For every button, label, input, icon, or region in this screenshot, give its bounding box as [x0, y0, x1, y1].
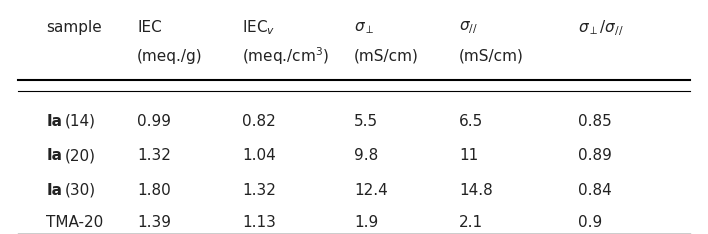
Text: 1.04: 1.04: [242, 148, 276, 163]
Text: 0.84: 0.84: [578, 183, 612, 198]
Text: 0.99: 0.99: [137, 113, 171, 128]
Text: (14): (14): [64, 113, 96, 128]
Text: $\sigma_\perp$/$\sigma_{//}$: $\sigma_\perp$/$\sigma_{//}$: [578, 18, 624, 38]
Text: 1.9: 1.9: [354, 215, 378, 230]
Text: Ia: Ia: [46, 183, 62, 198]
Text: $\sigma_\perp$: $\sigma_\perp$: [354, 20, 375, 36]
Text: 5.5: 5.5: [354, 113, 378, 128]
Text: IEC$_v$: IEC$_v$: [242, 19, 275, 37]
Text: $\sigma_{//}$: $\sigma_{//}$: [459, 19, 478, 37]
Text: 11: 11: [459, 148, 478, 163]
Text: 6.5: 6.5: [459, 113, 483, 128]
Text: 1.39: 1.39: [137, 215, 171, 230]
Text: 12.4: 12.4: [354, 183, 388, 198]
Text: (30): (30): [64, 183, 96, 198]
Text: Ia: Ia: [46, 148, 62, 163]
Text: 14.8: 14.8: [459, 183, 493, 198]
Text: (mS/cm): (mS/cm): [354, 49, 419, 64]
Text: 1.32: 1.32: [137, 148, 171, 163]
Text: 0.82: 0.82: [242, 113, 276, 128]
Text: (mS/cm): (mS/cm): [459, 49, 524, 64]
Text: (20): (20): [64, 148, 96, 163]
Text: 1.32: 1.32: [242, 183, 276, 198]
Text: Ia: Ia: [46, 113, 62, 128]
Text: IEC: IEC: [137, 20, 162, 36]
Text: (meq./g): (meq./g): [137, 49, 202, 64]
Text: 0.9: 0.9: [578, 215, 602, 230]
Text: 1.80: 1.80: [137, 183, 171, 198]
Text: 1.13: 1.13: [242, 215, 276, 230]
Text: 0.89: 0.89: [578, 148, 612, 163]
Text: sample: sample: [46, 20, 102, 36]
Text: TMA-20: TMA-20: [46, 215, 103, 230]
Text: (meq./cm$^3$): (meq./cm$^3$): [242, 45, 329, 67]
Text: 2.1: 2.1: [459, 215, 483, 230]
Text: 9.8: 9.8: [354, 148, 378, 163]
Text: 0.85: 0.85: [578, 113, 612, 128]
